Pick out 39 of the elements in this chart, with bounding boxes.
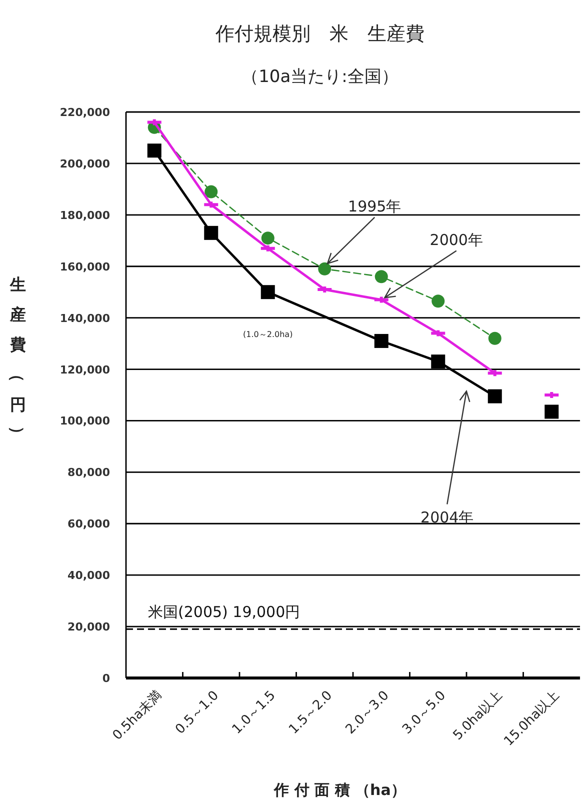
annotation: 1995年 [348, 197, 402, 216]
point [374, 270, 388, 284]
y-tick-label: 180,000 [60, 208, 110, 222]
point [204, 185, 218, 198]
point [204, 226, 218, 240]
y-tick-label: 120,000 [60, 363, 110, 376]
y-tick-label: 140,000 [60, 312, 110, 325]
y-tick-label: 20,000 [68, 620, 110, 634]
y-axis-title: 生産費（円） [8, 275, 27, 442]
annotation: 2000年 [430, 230, 483, 249]
x-tick-label: 1.5～2.0 [286, 688, 336, 738]
y-tick-label: 40,000 [68, 569, 110, 582]
point [318, 262, 332, 276]
point [488, 332, 502, 345]
y-tick-label: 60,000 [68, 518, 110, 531]
y-tick-label: 200,000 [60, 157, 110, 170]
annotation: 2004年 [420, 508, 474, 526]
ref-line-label: 米国(2005) 19,000円 [148, 603, 300, 622]
y-tick-label: 100,000 [60, 414, 110, 428]
point [488, 389, 502, 404]
x-tick-label: 0.5～1.0 [172, 688, 222, 738]
x-axis-title: 作 付 面 積 （ha） [273, 781, 406, 799]
y-tick-label: 80,000 [68, 466, 110, 480]
y-tick-label: 160,000 [60, 260, 110, 274]
chart-subtitle: （10a当たり:全国） [242, 67, 398, 87]
chart-title: 作付規模別 米 生産費 [214, 23, 424, 45]
point [261, 232, 274, 245]
point [374, 334, 388, 348]
x-tick-label: 1.0～1.5 [230, 688, 279, 738]
point [260, 285, 275, 300]
y-tick-label: 0 [102, 672, 110, 685]
x-tick-label: 2.0～3.0 [343, 688, 392, 738]
x-tick-label: 3.0～5.0 [400, 688, 449, 738]
point [432, 294, 445, 308]
point [431, 354, 446, 369]
point [147, 144, 162, 158]
point [544, 404, 559, 419]
y-tick-label: 220,000 [60, 106, 110, 119]
annotation: (1.0～2.0ha) [243, 330, 293, 340]
